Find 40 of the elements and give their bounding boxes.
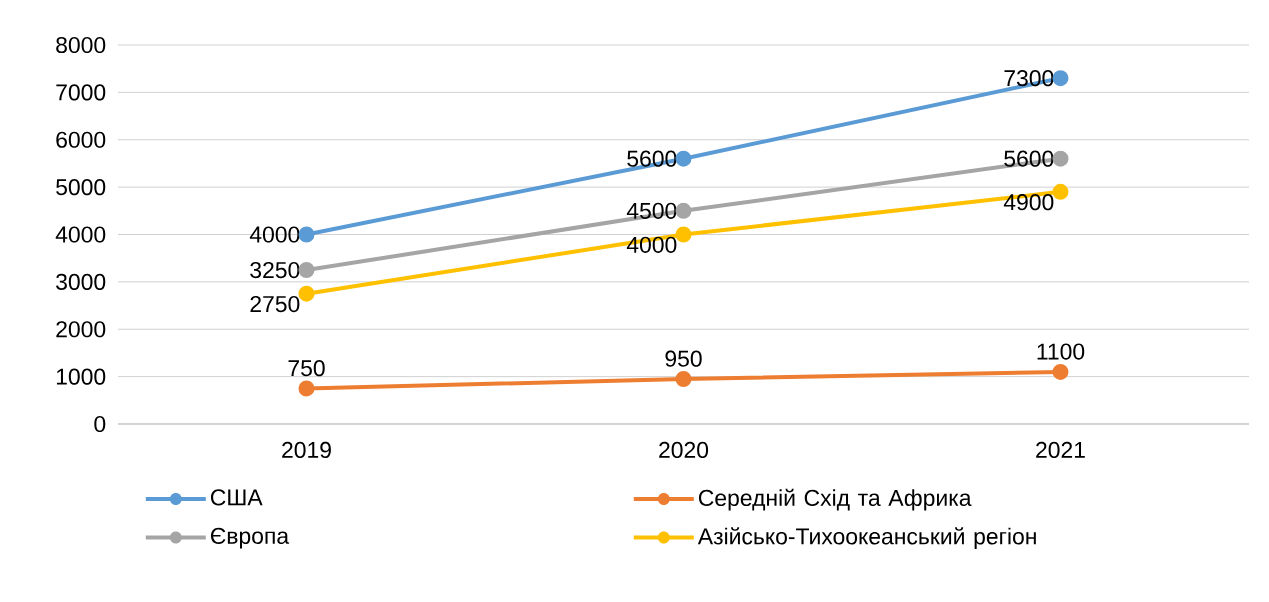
point xyxy=(1052,150,1069,167)
point xyxy=(1052,183,1069,200)
data-label: 4000 xyxy=(626,236,677,253)
legend-label: Середній Схід та Африка xyxy=(698,488,972,511)
point xyxy=(1052,70,1069,87)
y-tick-label: 8000 xyxy=(56,36,106,54)
x-tick-label: 2021 xyxy=(1036,441,1085,459)
data-label: 5600 xyxy=(627,150,677,167)
legend-label: Європа xyxy=(210,527,290,549)
y-tick-label: 5000 xyxy=(56,179,106,196)
point xyxy=(675,150,692,167)
data-label: 3250 xyxy=(250,261,300,279)
point xyxy=(298,380,315,397)
data-label: 4000 xyxy=(249,226,300,243)
point xyxy=(298,226,315,243)
y-tick-label: 1000 xyxy=(56,368,106,385)
point xyxy=(675,202,692,219)
y-tick-label: 2000 xyxy=(56,321,106,338)
point xyxy=(675,226,692,243)
x-tick-label: 2019 xyxy=(282,441,331,459)
y-tick-label: 4000 xyxy=(55,226,106,243)
legend-label: США xyxy=(210,489,263,506)
y-tick-label: 6000 xyxy=(56,131,106,148)
data-label: 2750 xyxy=(250,295,300,313)
y-tick-label: 0 xyxy=(94,415,106,433)
y-tick-label: 3000 xyxy=(56,273,106,290)
x-tick-label: 2020 xyxy=(659,441,709,459)
point xyxy=(675,370,692,387)
y-tick-label: 7000 xyxy=(56,84,106,101)
data-label: 7300 xyxy=(1004,70,1054,87)
data-label: 4900 xyxy=(1003,194,1054,211)
data-label: 1100 xyxy=(1037,343,1085,360)
data-label: 4500 xyxy=(626,202,677,219)
data-label: 5600 xyxy=(1004,150,1054,167)
data-label: 950 xyxy=(665,350,702,367)
legend-label: Азійсько-Тихоокеанський регіон xyxy=(697,527,1036,550)
data-label: 750 xyxy=(288,360,325,377)
point xyxy=(1052,363,1069,380)
point xyxy=(298,262,315,279)
point xyxy=(298,285,315,302)
